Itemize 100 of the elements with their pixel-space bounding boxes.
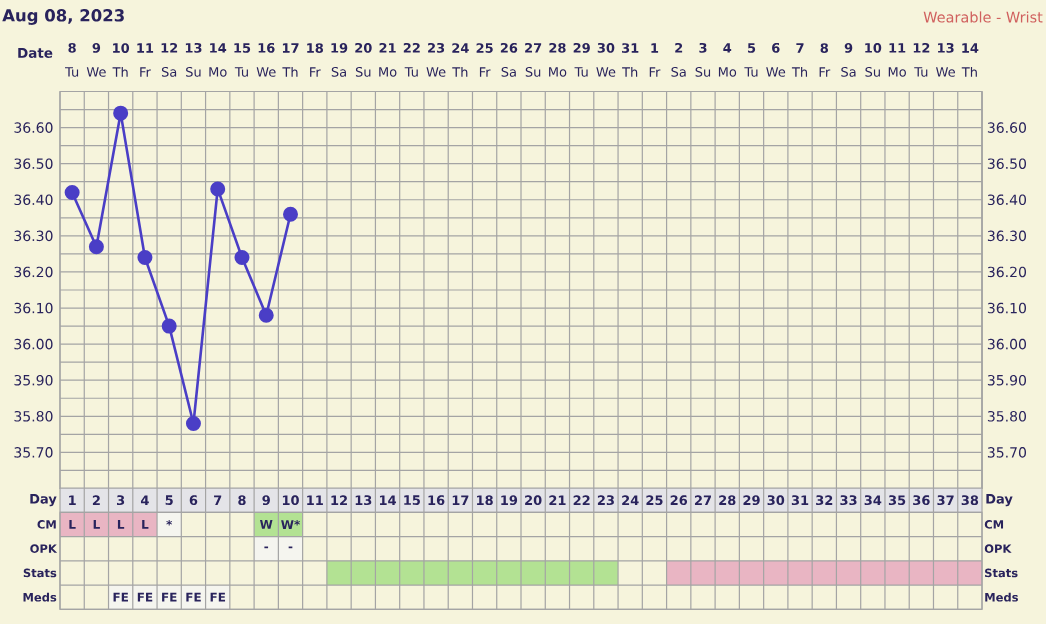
x-tick-label: 32 (816, 495, 833, 506)
x-tick-label: 6 (189, 495, 198, 506)
x-tick-label: 25 Fr (476, 43, 493, 77)
point (64, 185, 80, 201)
x-tick-label: 12 (331, 495, 347, 505)
annotation: W (259, 520, 273, 529)
x-tick-label: 37 (937, 495, 954, 506)
x-axis-title: Date (18, 47, 53, 58)
x-tick-label: 17 Th (282, 43, 299, 77)
x-tick-label: 14 (379, 495, 397, 505)
x-tick-label: 24 Th (452, 43, 469, 77)
y-tick-label: 35.90 (14, 374, 53, 386)
x-tick-label: 9 We (86, 42, 106, 77)
x-tick-label: 26 Sa (500, 42, 518, 77)
x-tick-label: 8 Tu (65, 42, 79, 77)
x-tick-label: 9 Sa (841, 42, 856, 77)
y-tick-label: 36.30 (14, 230, 53, 242)
annotation: L (93, 520, 100, 529)
point (113, 105, 129, 121)
x-tick-label: 19 Sa (331, 42, 348, 77)
y-tick-label: 36.10 (14, 302, 53, 314)
annotation: FE (162, 592, 177, 602)
x-tick-label: 28 Mo (549, 42, 567, 77)
text: Day (986, 494, 1013, 507)
annotation: FE (113, 592, 128, 602)
x-tick-label: 13 Su (185, 42, 202, 77)
y-tick-label: Meds (985, 592, 1018, 602)
x-tick-label: 22 Tu (403, 42, 420, 77)
chart-title: Aug 08, 2023 (2, 9, 124, 25)
x-tick-label: 3 Su (695, 42, 711, 77)
x-tick-label: 2 (92, 495, 100, 505)
text: Wearable - Wrist (923, 11, 1043, 23)
bar (666, 560, 983, 586)
annotation: - (264, 546, 269, 549)
y-tick-label: 36.00 (14, 338, 53, 350)
annotation: FE (186, 592, 201, 602)
x-tick-label: 27 (694, 495, 711, 505)
x-tick-label: 8 (238, 495, 246, 506)
x-tick-label: 16 (428, 495, 445, 506)
x-tick-label: 23 We (426, 42, 446, 77)
bar (326, 560, 619, 586)
x-tick-label: 14 Mo (209, 43, 227, 77)
x-tick-label: 21 (549, 495, 566, 505)
x-tick-label: 13 We (936, 42, 955, 77)
point (283, 206, 298, 222)
x-axis-title: Day (30, 494, 57, 507)
x-tick-label: 22 (573, 495, 590, 505)
annotation: - (288, 546, 293, 549)
x-tick-label: 1 Fr (649, 43, 661, 77)
x-tick-label: 9 (262, 495, 270, 506)
point (258, 307, 274, 323)
annotation: L (69, 520, 76, 529)
point (185, 416, 201, 432)
x-tick-label: 29 (743, 495, 760, 506)
x-tick-label: 30 We (596, 42, 616, 77)
x-tick-label: 21 Mo (379, 42, 397, 77)
x-tick-label: 24 (622, 495, 639, 505)
x-tick-label: 5 Tu (744, 43, 758, 77)
point (137, 250, 153, 266)
x-tick-label: 8 Fr (819, 43, 831, 77)
x-tick-label: 30 (767, 495, 785, 506)
x-tick-label: 35 (888, 495, 906, 506)
x-tick-label: 36 (913, 495, 930, 506)
x-tick-label: 12 Tu (913, 42, 930, 77)
x-tick-label: 29 Tu (573, 42, 590, 77)
annotation: FE (210, 592, 226, 602)
x-tick-label: 28 (719, 495, 736, 506)
annotation: FE (137, 592, 153, 602)
y-tick-label: 35.70 (14, 447, 53, 458)
annotation: L (142, 520, 149, 529)
y-tick-label: 36.50 (14, 158, 53, 169)
annotation: L (117, 520, 125, 529)
x-tick-label: 11 Fr (137, 43, 154, 77)
x-tick-label: 33 (840, 495, 857, 506)
x-tick-label: 15 (404, 495, 420, 506)
x-tick-label: 31 (791, 495, 809, 506)
x-tick-label: 38 (961, 495, 979, 506)
x-tick-label: 11 (307, 495, 323, 505)
x-tick-label: 17 (452, 495, 469, 505)
y-tick-label: 36.40 (14, 194, 53, 206)
x-tick-label: 20 (525, 495, 542, 506)
point (234, 250, 250, 266)
x-tick-label: 11 Mo (888, 43, 906, 77)
x-tick-label: 4 (140, 495, 149, 505)
y-tick-label: CM (984, 520, 1004, 529)
x-tick-label: 10 (282, 495, 299, 506)
x-tick-label: 18 (477, 495, 493, 506)
x-tick-label: 19 (501, 495, 518, 506)
x-tick-label: 27 Su (525, 42, 542, 77)
annotation: W* (281, 519, 301, 529)
x-tick-label: 26 (670, 495, 688, 506)
x-tick-label: 4 Mo (718, 43, 737, 77)
x-tick-label: 10 Th (112, 43, 130, 77)
point (88, 239, 104, 255)
x-tick-label: 25 (646, 495, 663, 506)
x-tick-label: 5 (165, 495, 173, 506)
y-tick-label: 36.60 (14, 122, 53, 133)
y-tick-label: 35.80 (14, 411, 53, 422)
x-tick-label: 23 (597, 495, 614, 506)
y-tick-label: Stats (985, 568, 1018, 578)
